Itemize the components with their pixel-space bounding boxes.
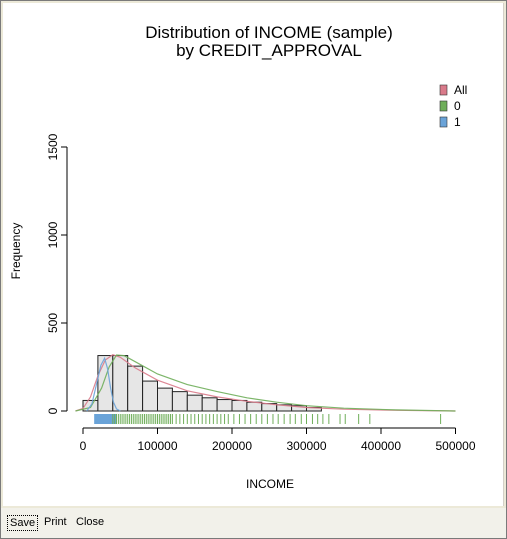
density-curves (75, 354, 456, 412)
histogram-bar (231, 399, 248, 412)
histogram-bar (157, 387, 173, 412)
histogram-bar (171, 391, 188, 412)
histogram-bar (127, 365, 144, 412)
chart-subtitle: by CREDIT_APPROVAL (176, 41, 362, 60)
x-tick-label: 0 (80, 439, 87, 453)
close-button[interactable]: Close (76, 516, 105, 528)
y-tick-label: 1500 (46, 133, 60, 160)
x-tick-label: 400000 (361, 439, 401, 453)
y-tick-label: 0 (46, 407, 60, 414)
save-button[interactable]: Save (7, 515, 39, 531)
histogram-bar (142, 380, 159, 412)
histogram-bar (201, 397, 218, 412)
legend-swatch-1 (439, 116, 448, 128)
histogram-bar (246, 401, 263, 412)
x-axis-label: INCOME (246, 477, 294, 491)
legend-swatch-all (439, 84, 448, 96)
y-tick-label: 500 (46, 313, 60, 333)
histogram-bar (186, 394, 203, 412)
histogram-bar (112, 355, 129, 412)
density-curve-all (75, 354, 456, 412)
rug-group-1 (94, 414, 117, 424)
x-tick-label: 500000 (435, 439, 475, 453)
rug-marks (94, 414, 442, 424)
income-histogram-chart: Distribution of INCOME (sample) by CREDI… (9, 23, 476, 491)
y-axis-label: Frequency (9, 223, 23, 280)
legend-label-1: 1 (454, 115, 461, 129)
density-curve-1 (86, 356, 121, 412)
legend-swatch-0 (439, 100, 448, 112)
histogram-bars (82, 355, 322, 412)
chart-title: Distribution of INCOME (sample) (145, 23, 393, 42)
axes: 0 100000 200000 300000 400000 500000 0 500 1000 1… (46, 133, 476, 453)
y-tick-label: 1000 (46, 221, 60, 248)
legend-label-0: 0 (454, 99, 461, 113)
x-tick-label: 300000 (286, 439, 326, 453)
histogram-bar (216, 399, 233, 412)
window-footer: Save Print Close (1, 508, 506, 538)
x-tick-label: 200000 (212, 439, 252, 453)
print-button[interactable]: Print (44, 516, 67, 528)
x-tick-label: 100000 (137, 439, 177, 453)
density-curve-0 (75, 354, 456, 412)
legend: All 0 1 (439, 83, 467, 129)
legend-label-all: All (454, 83, 467, 97)
plot-area: Distribution of INCOME (sample) by CREDI… (3, 3, 504, 506)
